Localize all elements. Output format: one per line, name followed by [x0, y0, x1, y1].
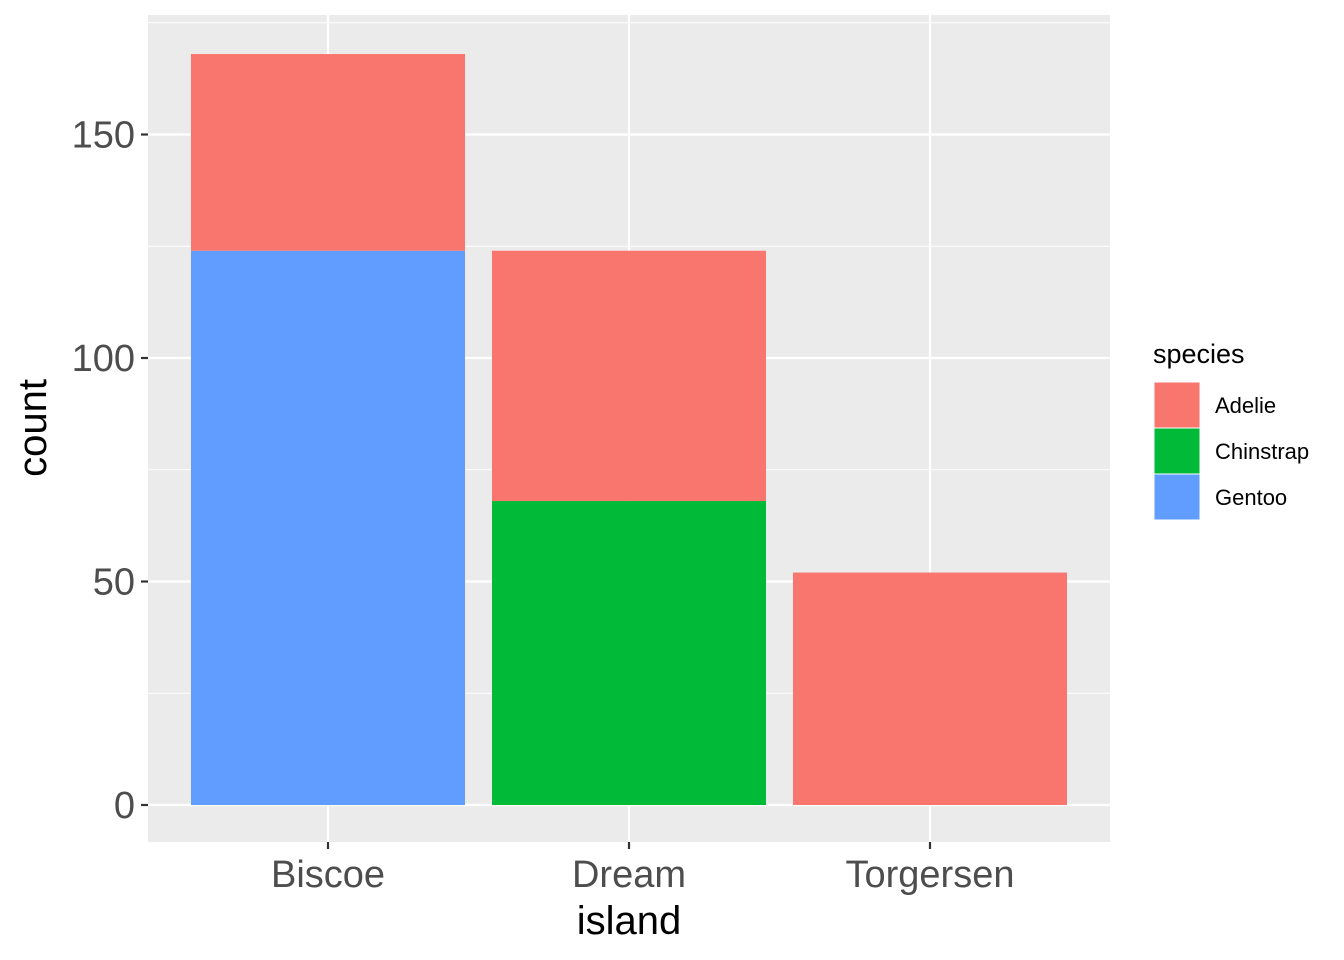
y-tick-label: 100	[72, 338, 135, 380]
legend-label-adelie: Adelie	[1215, 393, 1276, 418]
legend-items: Adelie Chinstrap Gentoo	[1153, 381, 1309, 521]
legend-label-chinstrap: Chinstrap	[1215, 439, 1309, 464]
legend-key-adelie	[1153, 381, 1201, 429]
y-tick-label: 50	[93, 562, 135, 604]
bar-biscoe-gentoo	[191, 250, 465, 806]
x-axis-label: island	[577, 899, 682, 943]
legend-label-gentoo: Gentoo	[1215, 485, 1287, 510]
legend: species Adelie Chinstrap Gentoo	[1153, 339, 1309, 521]
bar-dream-chinstrap	[492, 501, 766, 805]
y-axis: 0 50 100 150	[72, 115, 148, 827]
bars	[191, 54, 1067, 806]
bar-torgersen-adelie	[793, 572, 1067, 805]
bar-dream-adelie	[492, 250, 766, 502]
y-tick-label: 150	[72, 115, 135, 157]
bar-biscoe-adelie	[191, 54, 465, 251]
x-tick-label: Dream	[572, 854, 686, 896]
legend-key-chinstrap	[1153, 427, 1201, 475]
x-tick-label: Biscoe	[271, 854, 385, 896]
x-tick-label: Torgersen	[846, 854, 1015, 896]
y-axis-label: count	[11, 379, 55, 477]
y-tick-label: 0	[114, 785, 135, 827]
legend-key-gentoo	[1153, 473, 1201, 521]
legend-title: species	[1153, 339, 1245, 369]
x-axis: Biscoe Dream Torgersen	[271, 842, 1015, 896]
